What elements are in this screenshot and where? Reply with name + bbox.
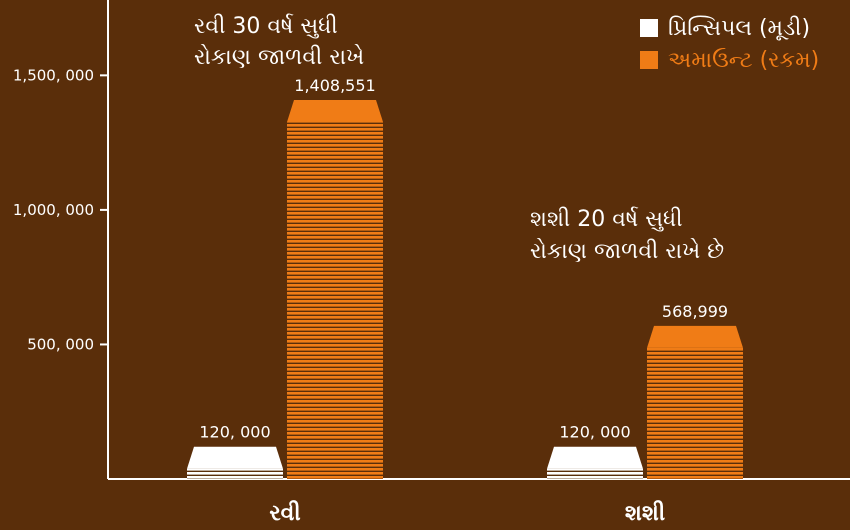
bar-value-label: 1,408,551 xyxy=(294,76,375,95)
bar-value-label: 120, 000 xyxy=(199,423,270,442)
legend: પ્રિન્સિપલ (મૂડી) અમાઉન્ટ (રકમ) xyxy=(640,16,819,73)
bar-value-label: 120, 000 xyxy=(559,423,630,442)
legend-swatch-amount xyxy=(640,51,658,69)
annotation-ravi-line2: રોકાણ જાળવી રાખે xyxy=(194,44,364,70)
bar-body xyxy=(187,468,283,479)
y-tick-label: 1,500, 000 xyxy=(13,66,94,84)
bar-cap xyxy=(187,446,283,469)
annotation-shashi-line1: શશી 20 વર્ષ સુધી xyxy=(530,207,683,232)
bar-cap xyxy=(287,99,383,122)
y-tick-label: 1,000, 000 xyxy=(13,201,94,219)
bar-cap xyxy=(547,446,643,469)
bar-value-label: 568,999 xyxy=(662,302,728,321)
bar-cap xyxy=(647,325,743,348)
annotation-ravi-line1: રવી 30 વર્ષ સુધી xyxy=(194,14,338,39)
bars xyxy=(187,99,743,480)
bar-body xyxy=(287,121,383,480)
annotation-shashi-line2: રોકાણ જાળવી રાખે છે xyxy=(530,238,724,264)
y-tick-label: 500, 000 xyxy=(27,335,94,353)
category-label: રવી xyxy=(269,500,300,526)
category-label: શશી xyxy=(625,500,665,526)
y-axis-ticks: 500, 000 1,000, 000 1,500, 000 xyxy=(13,66,108,353)
category-labels: રવી શશી xyxy=(269,500,665,526)
legend-swatch-principal xyxy=(640,19,658,37)
bar-body xyxy=(547,468,643,479)
legend-label-amount: અમાઉન્ટ (રકમ) xyxy=(668,48,819,73)
legend-label-principal: પ્રિન્સિપલ (મૂડી) xyxy=(668,16,810,41)
data-labels: 120, 000 1,408,551 120, 000 568,999 xyxy=(199,76,728,442)
bar-body xyxy=(647,347,743,479)
